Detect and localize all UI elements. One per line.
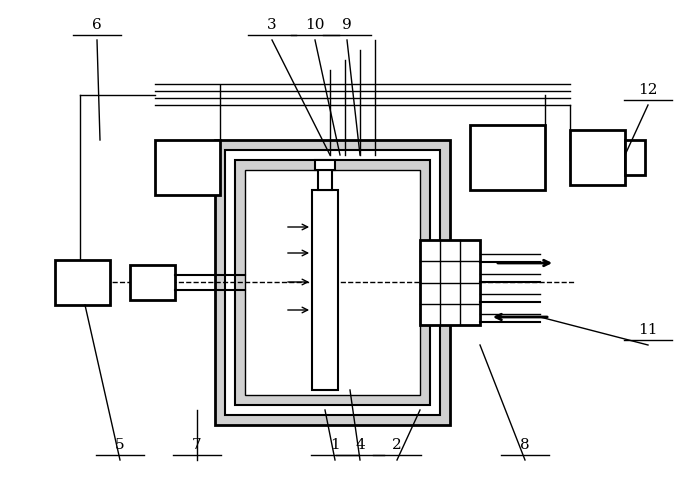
Bar [225,150,440,415]
Bar [235,160,430,405]
Text: 3: 3 [267,18,277,32]
Bar [215,140,450,425]
Bar [315,160,335,170]
Text: 11: 11 [638,323,658,337]
Bar [318,170,332,190]
Bar [130,265,175,300]
Text: 12: 12 [638,83,658,97]
Text: 2: 2 [392,438,402,452]
Text: 4: 4 [355,438,365,452]
Bar [235,160,430,405]
Bar [570,130,625,185]
Text: 7: 7 [193,438,201,452]
Bar [470,125,545,190]
Text: 5: 5 [115,438,125,452]
Bar [245,170,420,395]
Bar [245,170,420,395]
Bar [215,140,450,425]
Bar [55,260,110,305]
Bar [312,190,338,390]
Text: 10: 10 [305,18,325,32]
Bar [420,240,480,325]
Text: 1: 1 [330,438,340,452]
Text: 8: 8 [520,438,530,452]
Bar [225,150,440,415]
Text: 6: 6 [92,18,102,32]
Bar [155,140,220,195]
Text: 9: 9 [342,18,352,32]
Bar [625,140,645,175]
